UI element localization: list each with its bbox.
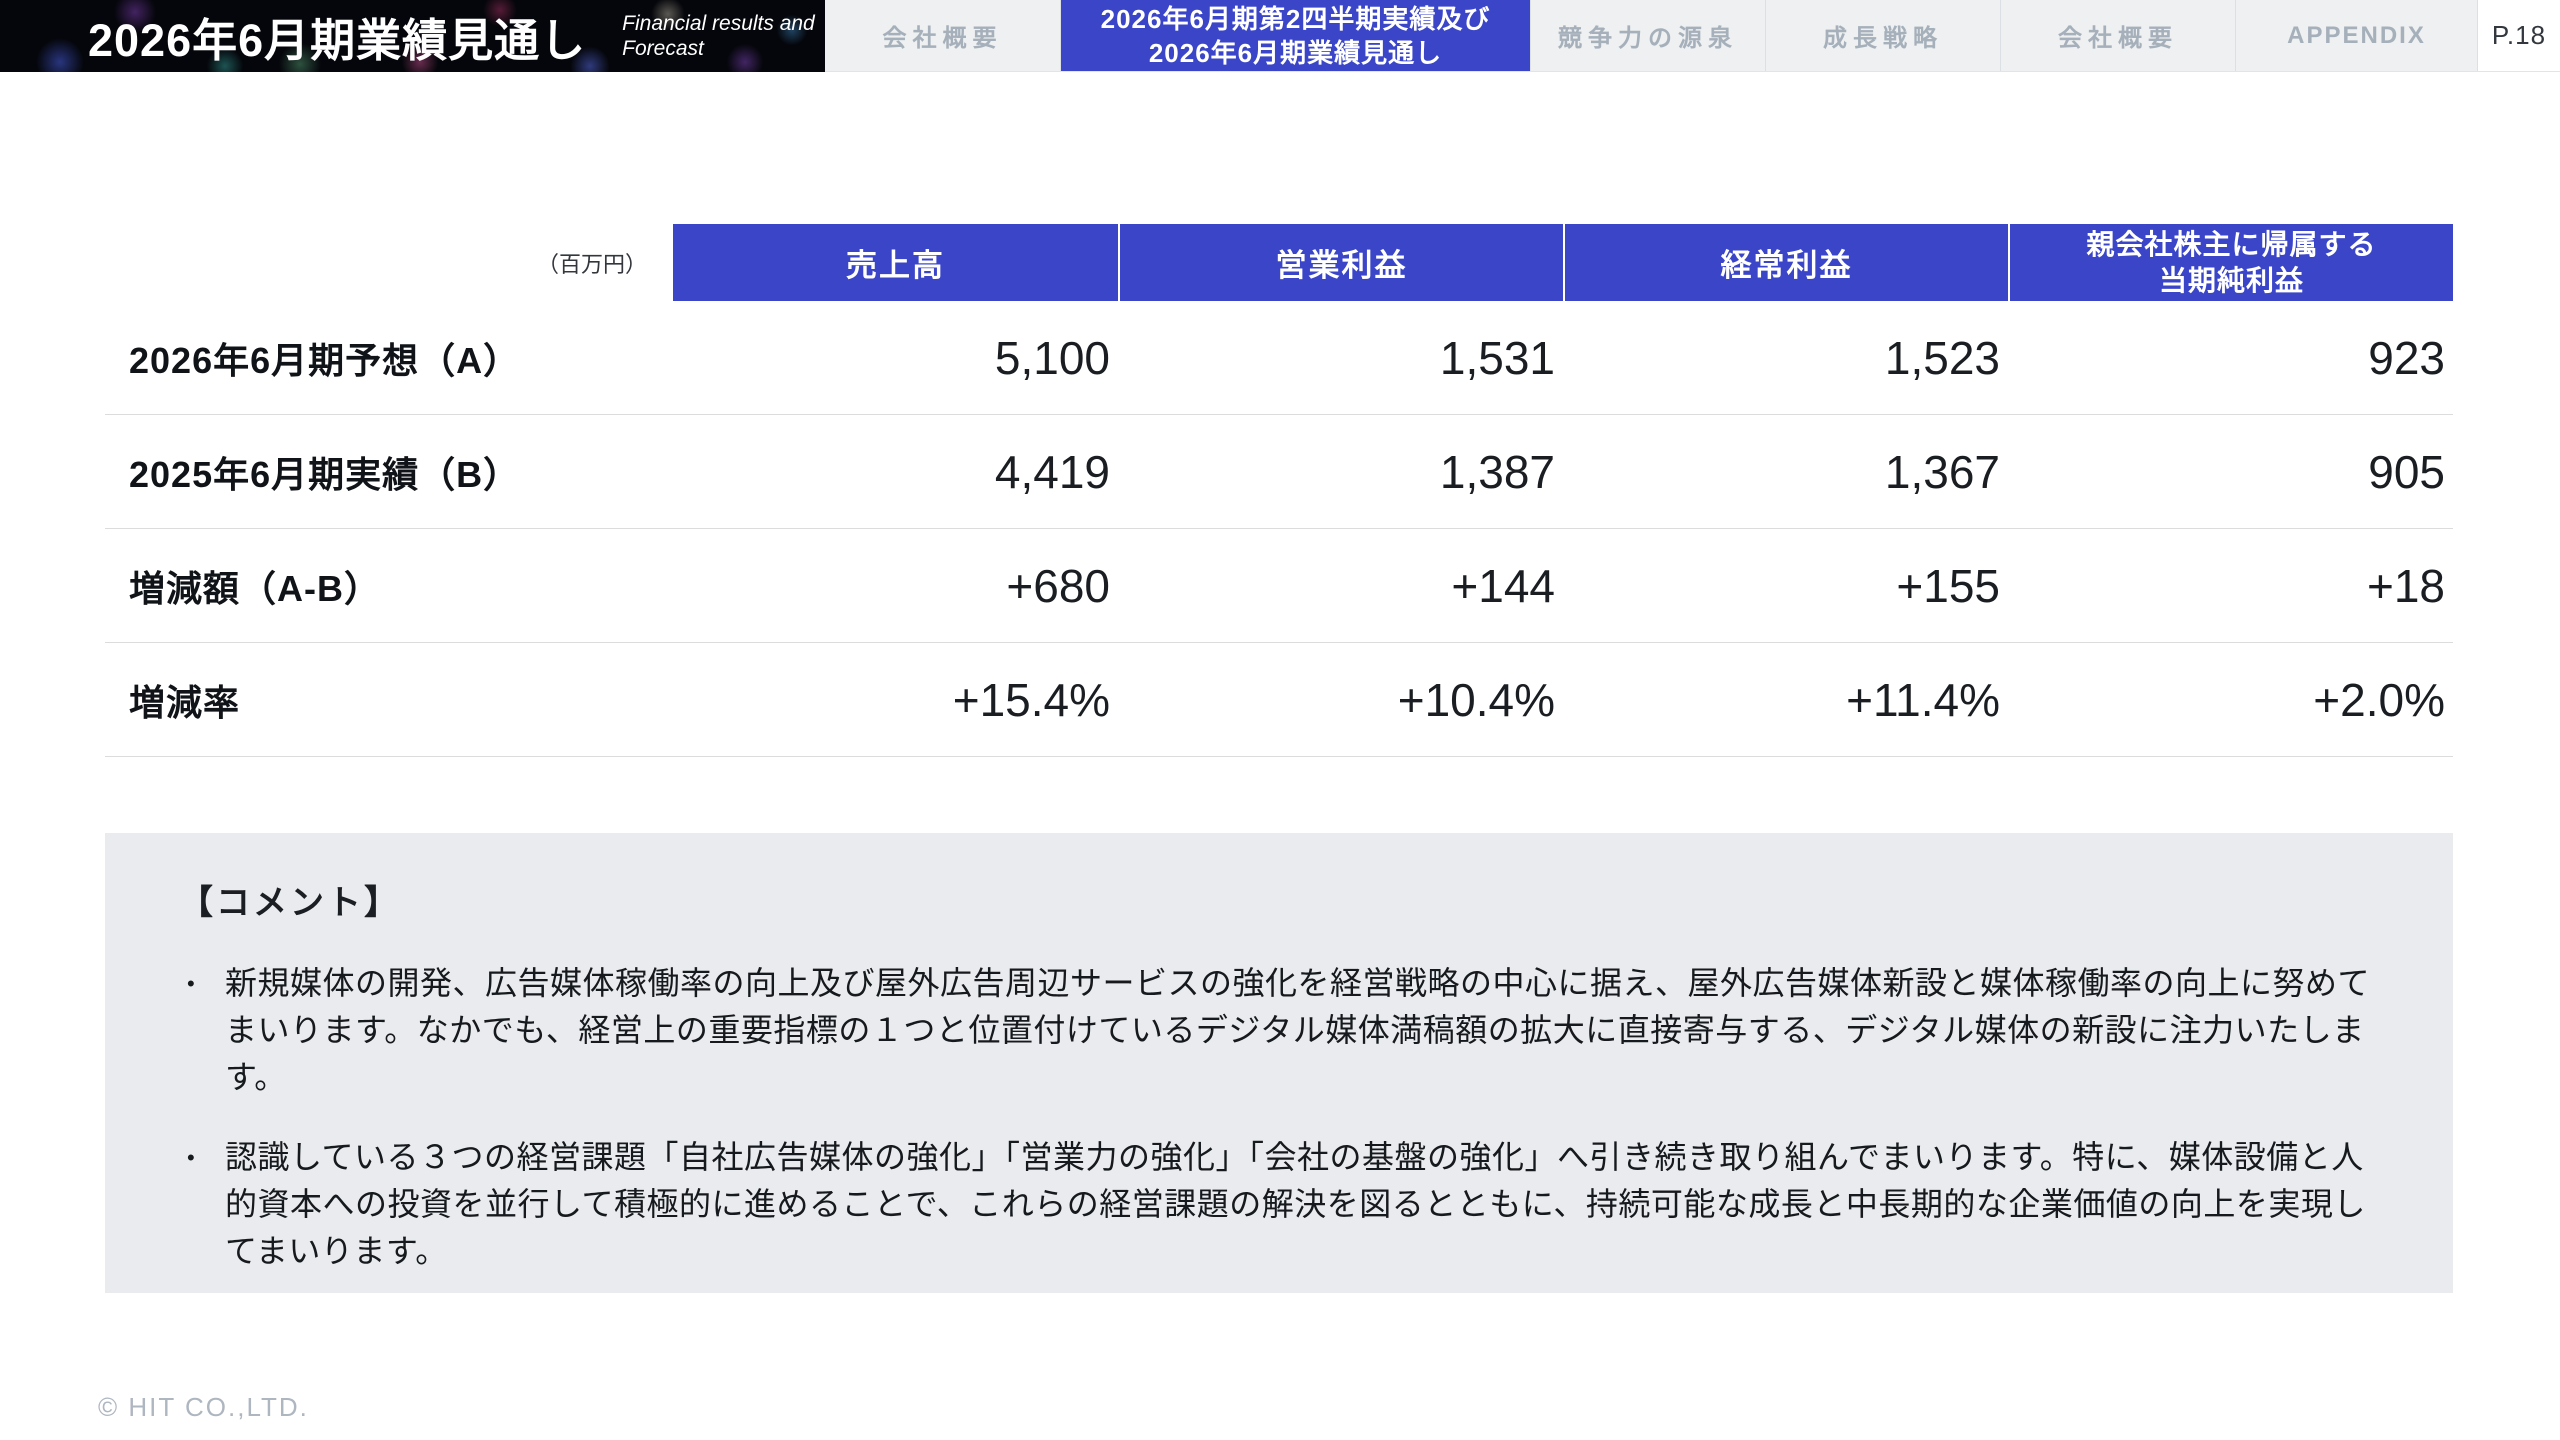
financial-table: （百万円） 売上高 営業利益 経常利益 親会社株主に帰属する 当期純利益 202… [105, 224, 2453, 757]
comment-heading: 【コメント】 [179, 884, 401, 922]
comment-bullet-1: • 新規媒体の開発、広告媒体稼働率の向上及び屋外広告周辺サービスの強化を経営戦略… [187, 960, 2393, 1101]
section-tabs: 会社概要 2026年6月期第2四半期実績及び 2026年6月期業績見通し 競争力… [825, 0, 2560, 72]
comment-box: 【コメント】 • 新規媒体の開発、広告媒体稼働率の向上及び屋外広告周辺サービスの… [105, 833, 2453, 1293]
unit-label: （百万円） [536, 251, 647, 277]
tab-results-and-forecast[interactable]: 2026年6月期第2四半期実績及び 2026年6月期業績見通し [1060, 0, 1530, 71]
tab-appendix[interactable]: APPENDIX [2235, 0, 2477, 71]
column-header-net-income-parent: 親会社株主に帰属する 当期純利益 [2008, 224, 2453, 301]
slide-title-block: 2026年6月期業績見通し Financial results and Fore… [0, 0, 825, 72]
table-header-row: （百万円） 売上高 営業利益 経常利益 親会社株主に帰属する 当期純利益 [105, 224, 2453, 301]
cell-operating-income: +10.4% [1397, 673, 1555, 726]
row-label: 増減率 [129, 681, 241, 723]
column-header-ordinary-income: 経常利益 [1563, 224, 2008, 301]
cell-net-income: 923 [2368, 331, 2445, 384]
cell-net-income: +18 [2366, 559, 2445, 612]
table-row-actual-2025: 2025年6月期実績（B） 4,419 1,387 1,367 905 [105, 415, 2453, 529]
tab-competitive-strength[interactable]: 競争力の源泉 [1530, 0, 1765, 71]
cell-ordinary-income: +155 [1896, 559, 2000, 612]
cell-net-sales: +680 [1006, 559, 1110, 612]
page-number: P.18 [2477, 0, 2560, 71]
cell-ordinary-income: +11.4% [1846, 673, 2000, 726]
column-header-operating-income: 営業利益 [1118, 224, 1563, 301]
cell-net-sales: 5,100 [994, 331, 1110, 384]
comment-list: • 新規媒体の開発、広告媒体稼働率の向上及び屋外広告周辺サービスの強化を経営戦略… [179, 960, 2393, 1275]
row-label: 2025年6月期実績（B） [129, 453, 521, 495]
row-label: 増減額（A-B） [129, 567, 381, 609]
cell-ordinary-income: 1,367 [1884, 445, 2000, 498]
bullet-icon: • [187, 971, 195, 996]
table-row-forecast-2026: 2026年6月期予想（A） 5,100 1,531 1,523 923 [105, 301, 2453, 415]
tab-growth-strategy[interactable]: 成長戦略 [1765, 0, 2000, 71]
top-nav-bar: 2026年6月期業績見通し Financial results and Fore… [0, 0, 2560, 72]
cell-net-sales: 4,419 [994, 445, 1110, 498]
cell-net-income: +2.0% [2313, 673, 2445, 726]
table-row-change-amount: 増減額（A-B） +680 +144 +155 +18 [105, 529, 2453, 643]
tab-company-overview-1[interactable]: 会社概要 [882, 25, 1003, 52]
cell-operating-income: +144 [1451, 559, 1555, 612]
comment-bullet-2: • 認識している３つの経営課題「自社広告媒体の強化」「営業力の強化」「会社の基盤… [187, 1134, 2393, 1275]
copyright: © HIT CO.,LTD. [98, 1392, 309, 1422]
column-header-net-sales: 売上高 [673, 224, 1118, 301]
bullet-icon: • [187, 1145, 195, 1170]
cell-ordinary-income: 1,523 [1884, 331, 2000, 384]
comment-text: 新規媒体の開発、広告媒体稼働率の向上及び屋外広告周辺サービスの強化を経営戦略の中… [225, 965, 2371, 1095]
table-row-change-rate: 増減率 +15.4% +10.4% +11.4% +2.0% [105, 643, 2453, 757]
cell-operating-income: 1,531 [1439, 331, 1555, 384]
cell-net-sales: +15.4% [952, 673, 1110, 726]
row-label: 2026年6月期予想（A） [129, 339, 521, 381]
tab-company-overview-2[interactable]: 会社概要 [2000, 0, 2235, 71]
comment-text: 認識している３つの経営課題「自社広告媒体の強化」「営業力の強化」「会社の基盤の強… [225, 1139, 2366, 1269]
cell-operating-income: 1,387 [1439, 445, 1555, 498]
page-subtitle: Financial results and Forecast [622, 11, 815, 60]
page-title: 2026年6月期業績見通し [88, 14, 587, 66]
cell-net-income: 905 [2368, 445, 2445, 498]
